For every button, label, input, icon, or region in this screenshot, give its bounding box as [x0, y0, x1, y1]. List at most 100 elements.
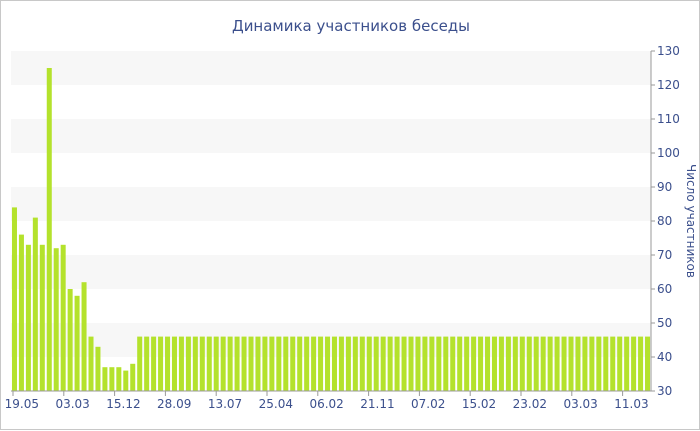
bar: [46, 68, 52, 391]
y-tick-label: 30: [657, 384, 672, 398]
bar: [81, 282, 87, 391]
bar: [485, 336, 491, 391]
x-tick-label: 03.03: [563, 397, 597, 411]
grid-band: [11, 119, 651, 153]
bar: [18, 234, 24, 391]
bar: [283, 336, 289, 391]
x-tick-label: 15.02: [462, 397, 496, 411]
bar: [165, 336, 171, 391]
bar: [262, 336, 268, 391]
x-tick-label: 07.02: [411, 397, 445, 411]
bar: [311, 336, 317, 391]
bar: [213, 336, 219, 391]
bar: [255, 336, 261, 391]
bar: [387, 336, 393, 391]
bar: [415, 336, 421, 391]
y-tick-label: 50: [657, 316, 672, 330]
bar: [227, 336, 233, 391]
y-tick-label: 100: [657, 146, 680, 160]
bar: [192, 336, 198, 391]
bar: [589, 336, 595, 391]
y-tick-label: 90: [657, 180, 672, 194]
y-tick-label: 70: [657, 248, 672, 262]
x-tick-label: 11.03: [614, 397, 648, 411]
bar: [631, 336, 637, 391]
bar: [568, 336, 574, 391]
bar: [25, 244, 31, 391]
grid-band: [11, 255, 651, 289]
bar: [512, 336, 518, 391]
bar: [359, 336, 365, 391]
x-tick-label: 03.03: [55, 397, 89, 411]
bar: [519, 336, 525, 391]
y-tick-label: 60: [657, 282, 672, 296]
bar: [241, 336, 247, 391]
bar: [624, 336, 630, 391]
bar: [137, 336, 143, 391]
bar: [151, 336, 157, 391]
bar: [464, 336, 470, 391]
grid-band: [11, 187, 651, 221]
bar: [88, 336, 94, 391]
bar: [325, 336, 331, 391]
bar: [345, 336, 351, 391]
bar: [206, 336, 212, 391]
y-tick-label: 80: [657, 214, 672, 228]
bar: [478, 336, 484, 391]
bar: [53, 248, 59, 391]
bar: [638, 336, 644, 391]
bar: [526, 336, 532, 391]
bar: [582, 336, 588, 391]
bar: [95, 346, 101, 391]
y-tick-label: 130: [657, 44, 680, 58]
bar: [352, 336, 358, 391]
y-tick-label: 120: [657, 78, 680, 92]
bar: [297, 336, 303, 391]
y-tick-label: 110: [657, 112, 680, 126]
bar: [74, 295, 80, 391]
bar: [171, 336, 177, 391]
bar: [366, 336, 372, 391]
bar: [436, 336, 442, 391]
bar: [185, 336, 191, 391]
y-tick-label: 40: [657, 350, 672, 364]
bar: [540, 336, 546, 391]
bar: [234, 336, 240, 391]
bar: [505, 336, 511, 391]
bar: [318, 336, 324, 391]
bar: [645, 336, 651, 391]
bar: [547, 336, 553, 391]
bar: [276, 336, 282, 391]
bar: [60, 244, 66, 391]
x-tick-label: 06.02: [309, 397, 343, 411]
chart-title: Динамика участников беседы: [232, 17, 470, 35]
bar: [610, 336, 616, 391]
bar: [561, 336, 567, 391]
x-tick-label: 28.09: [157, 397, 191, 411]
bar: [373, 336, 379, 391]
bar: [130, 363, 136, 391]
bar: [603, 336, 609, 391]
bar: [123, 370, 129, 391]
x-tick-label: 19.05: [5, 397, 39, 411]
bar: [248, 336, 254, 391]
bar: [102, 367, 108, 391]
bar: [401, 336, 407, 391]
grid-band: [11, 51, 651, 85]
bar: [450, 336, 456, 391]
bar: [158, 336, 164, 391]
bar: [109, 367, 115, 391]
bar: [575, 336, 581, 391]
x-tick-label: 15.12: [106, 397, 140, 411]
bar: [429, 336, 435, 391]
bar: [338, 336, 344, 391]
bar: [199, 336, 205, 391]
x-tick-label: 21.11: [360, 397, 394, 411]
bar: [443, 336, 449, 391]
bar: [269, 336, 275, 391]
bar: [533, 336, 539, 391]
bar: [422, 336, 428, 391]
y-axis-label: Число участников: [684, 164, 698, 278]
